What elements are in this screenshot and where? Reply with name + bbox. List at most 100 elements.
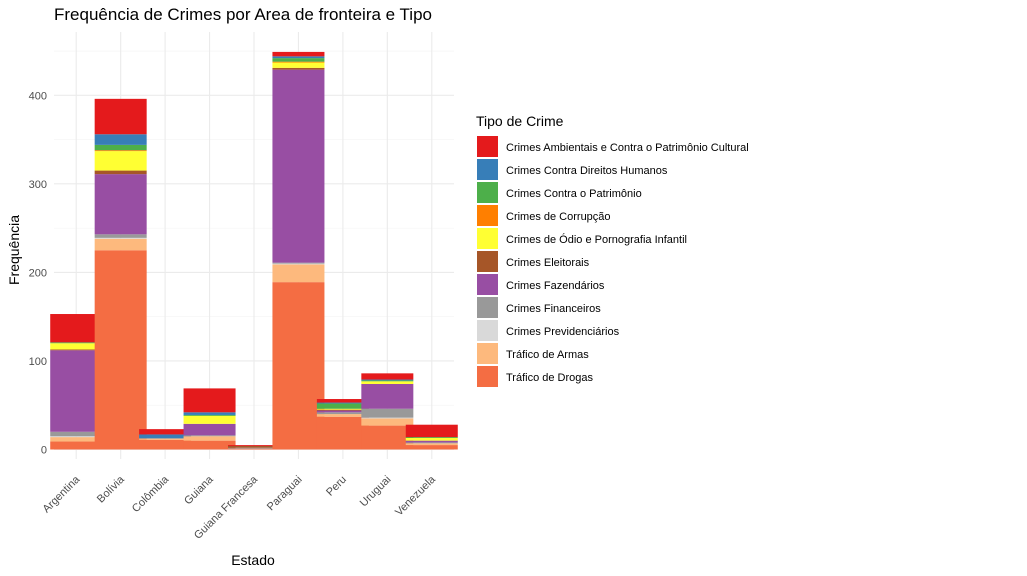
bar-segment	[183, 423, 236, 436]
legend-swatch	[477, 343, 498, 364]
bar-segment	[361, 417, 414, 419]
bar-segment	[50, 314, 103, 343]
bar-segment	[94, 134, 147, 145]
bar-segment	[94, 98, 147, 135]
bar-segment	[405, 424, 458, 438]
bar-segment	[272, 58, 325, 62]
legend-label: Tráfico de Armas	[506, 349, 589, 361]
bar-segment	[228, 448, 280, 450]
bar-segment	[316, 409, 369, 411]
x-tick-label: Paraguai	[265, 474, 305, 514]
legend-label: Crimes Fazendários	[506, 280, 605, 292]
legend-label: Crimes Contra Direitos Humanos	[506, 165, 668, 177]
y-tick-label: 100	[29, 356, 47, 368]
bar-segment	[316, 412, 369, 415]
legend-swatch	[477, 182, 498, 203]
legend-swatch	[477, 136, 498, 157]
bars	[50, 51, 458, 450]
bar-segment	[50, 343, 103, 350]
y-tick-label: 400	[29, 90, 47, 102]
bar-segment	[183, 414, 236, 416]
bar-segment	[361, 418, 414, 426]
legend-swatch	[477, 274, 498, 295]
bar-segment	[94, 144, 147, 151]
legend-label: Crimes Previdenciários	[506, 326, 620, 338]
bar-segment	[139, 437, 192, 439]
bar-segment	[183, 440, 236, 450]
bar-segment	[94, 170, 147, 175]
bar-segment	[94, 234, 147, 238]
bar-segment	[361, 425, 414, 450]
x-tick-label: Colômbia	[130, 473, 172, 515]
x-tick-label: Bolívia	[95, 473, 127, 505]
bar-segment	[316, 402, 369, 404]
bar-segment	[50, 431, 103, 437]
legend-swatch	[477, 205, 498, 226]
bar-segment	[50, 436, 103, 438]
legend-label: Crimes Ambientais e Contra o Patrimônio …	[506, 142, 749, 154]
bar-segment	[405, 443, 458, 446]
bar-segment	[183, 412, 236, 415]
bar-segment	[272, 62, 325, 68]
bar-segment	[50, 441, 103, 450]
bar-segment	[183, 415, 236, 424]
bar-segment	[94, 237, 147, 239]
bar-segment	[94, 250, 147, 450]
bar-segment	[361, 381, 414, 384]
bar-segment	[50, 342, 103, 344]
legend-swatch	[477, 320, 498, 341]
x-tick-label: Guiana	[182, 473, 216, 507]
bar-segment	[183, 436, 236, 441]
bar-segment	[316, 410, 369, 413]
bar-segment	[272, 69, 325, 263]
y-tick-label: 200	[29, 267, 47, 279]
bar-segment	[94, 238, 147, 251]
bar-segment	[361, 408, 414, 418]
legend-swatch	[477, 228, 498, 249]
bar-segment	[316, 408, 369, 410]
y-axis: 0 100 200 300 400	[29, 90, 47, 456]
bar-segment	[361, 380, 414, 382]
bar-segment	[272, 262, 325, 264]
bar-segment	[361, 373, 414, 380]
bar-segment	[405, 437, 458, 441]
y-tick-label: 0	[41, 445, 47, 457]
legend-swatch	[477, 366, 498, 387]
bar-segment	[316, 416, 369, 450]
legend-swatch	[477, 297, 498, 318]
bar-segment	[405, 442, 458, 444]
bar-segment	[94, 151, 147, 171]
bar-segment	[316, 403, 369, 409]
legend-label: Crimes Financeiros	[506, 303, 601, 315]
y-tick-label: 300	[29, 179, 47, 191]
bar-segment	[50, 350, 103, 432]
legend: Crimes Ambientais e Contra o Patrimônio …	[477, 136, 749, 387]
bar-segment	[316, 414, 369, 417]
y-axis-title: Frequência	[6, 215, 22, 285]
bar-segment	[50, 437, 103, 442]
bar-segment	[272, 67, 325, 70]
chart-title: Frequência de Crimes por Area de frontei…	[54, 5, 432, 24]
bar-segment	[272, 56, 325, 59]
bar-segment	[361, 379, 414, 381]
bar-segment	[183, 435, 236, 437]
legend-title: Tipo de Crime	[476, 113, 564, 129]
bar-segment	[139, 438, 192, 440]
legend-label: Crimes de Ódio e Pornografia Infantil	[506, 233, 687, 246]
bar-segment	[272, 51, 325, 57]
bar-segment	[183, 388, 236, 413]
bar-segment	[361, 383, 414, 409]
bar-segment	[94, 174, 147, 235]
bar-segment	[94, 150, 147, 152]
bar-segment	[228, 445, 280, 448]
legend-swatch	[477, 159, 498, 180]
bar-segment	[272, 61, 325, 63]
x-tick-label: Peru	[324, 474, 349, 499]
bar-segment	[272, 263, 325, 265]
bar-segment	[316, 399, 369, 403]
x-tick-label: Uruguai	[358, 474, 394, 510]
bar-segment	[50, 349, 103, 351]
legend-label: Crimes de Corrupção	[506, 211, 611, 223]
